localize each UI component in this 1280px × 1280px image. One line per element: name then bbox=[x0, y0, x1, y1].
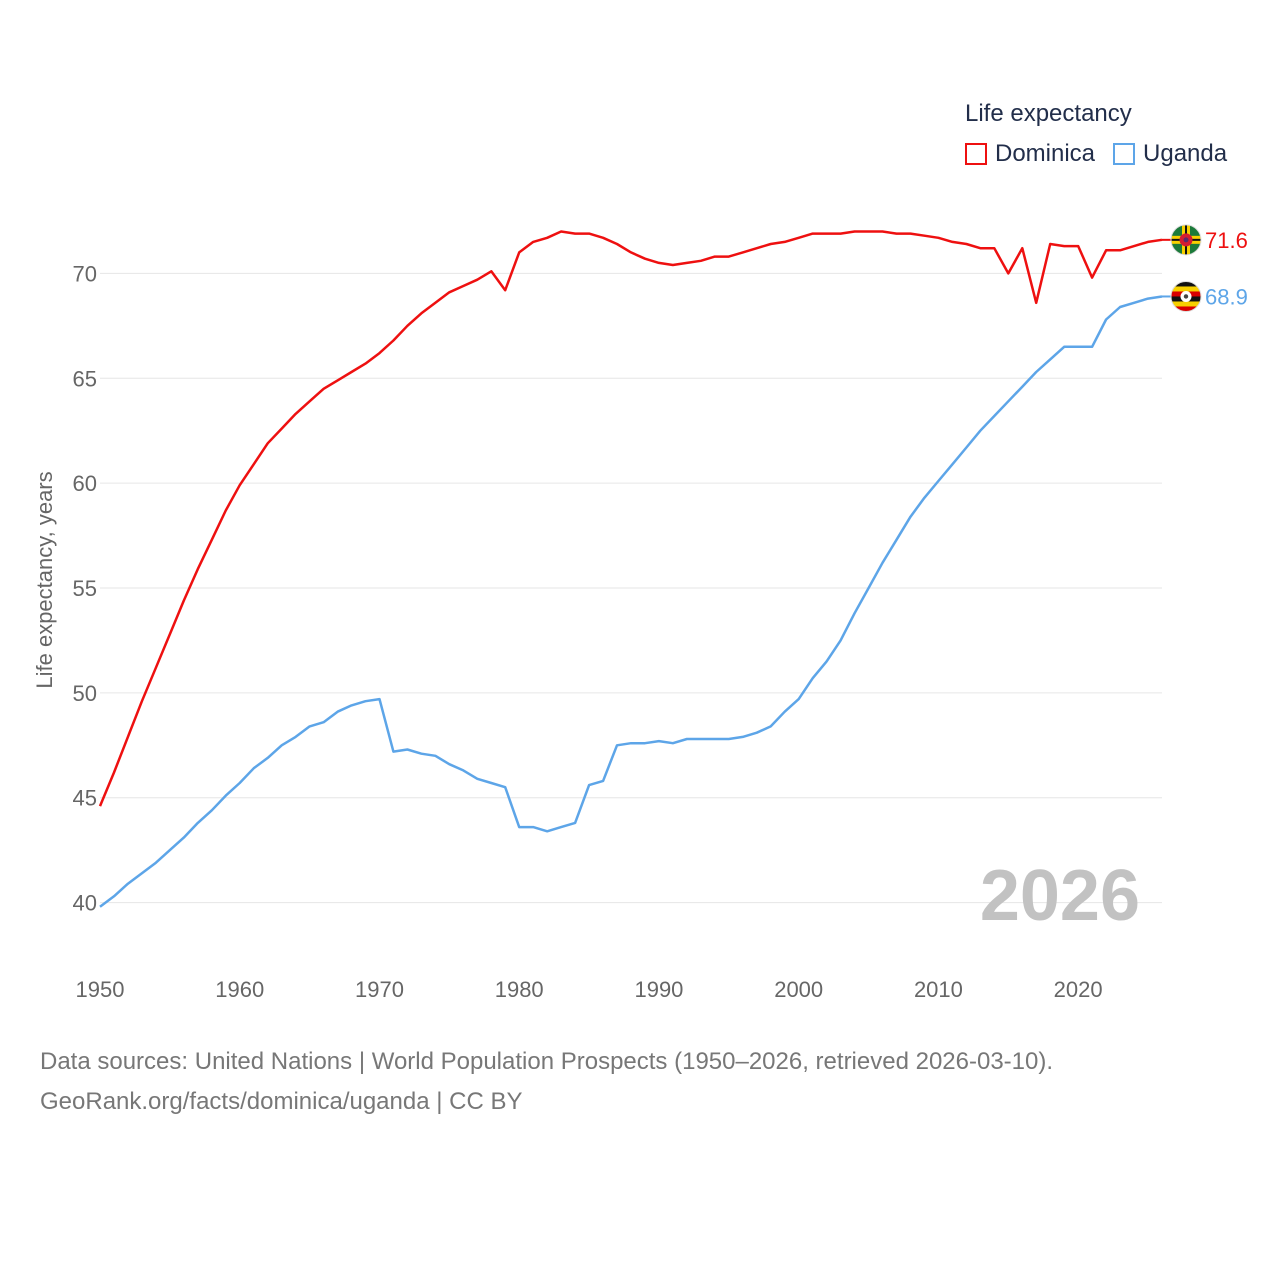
attribution-link[interactable]: GeoRank.org/facts/dominica/uganda | CC B… bbox=[40, 1088, 523, 1115]
end-markers: 71.6 68.9 bbox=[1162, 224, 1248, 312]
legend-swatch-uganda bbox=[1113, 143, 1136, 165]
legend-item-uganda[interactable]: Uganda bbox=[1113, 140, 1227, 168]
data-sources-text: Data sources: United Nations | World Pop… bbox=[40, 1048, 1054, 1075]
footer: Data sources: United Nations | World Pop… bbox=[40, 1042, 1053, 1122]
legend-item-dominica[interactable]: Dominica bbox=[965, 140, 1095, 168]
legend-label-uganda: Uganda bbox=[1143, 140, 1228, 167]
end-value-label-dominica: 71.6 bbox=[1205, 228, 1248, 253]
x-tick-label: 2000 bbox=[774, 977, 823, 1002]
y-tick-label: 55 bbox=[73, 576, 97, 601]
x-tick-label: 2010 bbox=[914, 977, 963, 1002]
series-line-dominica bbox=[98, 230, 1163, 807]
x-tick-label: 2020 bbox=[1054, 977, 1103, 1002]
x-tick-label: 1950 bbox=[76, 977, 125, 1002]
x-tick-label: 1970 bbox=[355, 977, 404, 1002]
legend-label-dominica: Dominica bbox=[995, 140, 1096, 167]
end-value-label-uganda: 68.9 bbox=[1205, 284, 1248, 309]
x-tick-label: 1980 bbox=[495, 977, 544, 1002]
grid-lines bbox=[100, 272, 1162, 904]
legend-title: Life expectancy bbox=[965, 100, 1132, 127]
series-line-uganda bbox=[99, 295, 1163, 908]
y-axis-ticks: 40 45 50 55 60 65 70 bbox=[73, 261, 97, 915]
y-tick-label: 65 bbox=[73, 366, 97, 391]
x-axis-ticks: 1950 1960 1970 1980 1990 2000 2010 2020 bbox=[76, 977, 1103, 1002]
y-axis-label: Life expectancy, years bbox=[32, 471, 57, 688]
uganda-flag-icon bbox=[1170, 280, 1202, 312]
x-tick-label: 1990 bbox=[634, 977, 683, 1002]
y-tick-label: 60 bbox=[73, 471, 97, 496]
x-tick-label: 1960 bbox=[215, 977, 264, 1002]
year-watermark: 2026 bbox=[980, 856, 1140, 936]
y-tick-label: 40 bbox=[73, 891, 97, 916]
legend-swatch-dominica bbox=[965, 143, 987, 165]
y-tick-label: 45 bbox=[73, 786, 97, 811]
series-lines bbox=[98, 230, 1163, 908]
y-tick-label: 50 bbox=[73, 681, 97, 706]
dominica-flag-icon bbox=[1170, 224, 1202, 256]
legend: Life expectancy Dominica Uganda bbox=[965, 100, 1245, 168]
y-tick-label: 70 bbox=[73, 261, 97, 286]
legend-items: Dominica Uganda bbox=[965, 140, 1245, 168]
